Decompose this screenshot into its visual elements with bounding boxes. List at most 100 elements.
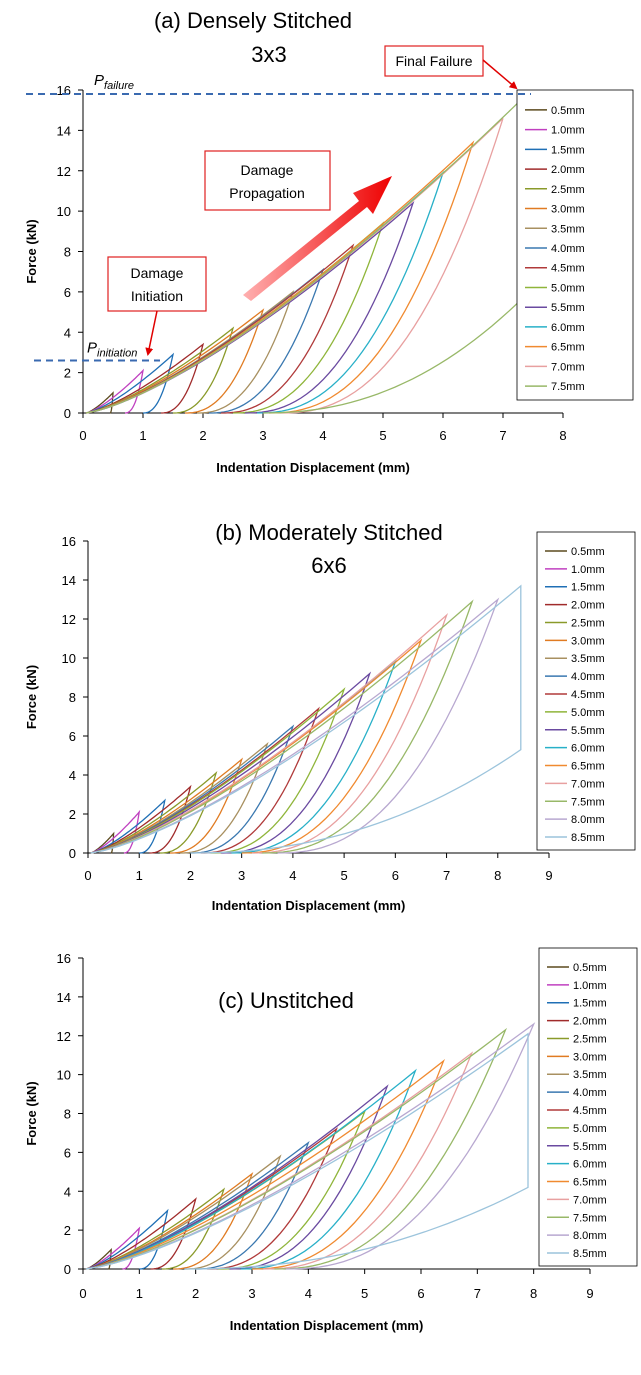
legend-label: 8.5mm bbox=[571, 832, 605, 844]
y-tick-label: 16 bbox=[62, 534, 76, 549]
series-line-6.5mm bbox=[85, 1059, 445, 1270]
legend-label: 6.0mm bbox=[571, 743, 605, 755]
legend-label: 1.0mm bbox=[571, 564, 605, 576]
p-initiation-label: Pinitiation bbox=[87, 340, 137, 360]
x-tick-label: 7 bbox=[443, 868, 450, 883]
legend-label: 5.0mm bbox=[571, 707, 605, 719]
x-tick-label: 4 bbox=[289, 868, 296, 883]
damage-initiation-label-1: Damage bbox=[131, 265, 184, 281]
x-tick-label: 5 bbox=[340, 868, 347, 883]
series-line-1.0mm bbox=[85, 1226, 141, 1270]
x-tick-label: 1 bbox=[136, 868, 143, 883]
legend-label: 8.5mm bbox=[573, 1248, 607, 1260]
x-tick-label: 6 bbox=[439, 428, 446, 443]
legend-label: 0.5mm bbox=[551, 105, 585, 117]
x-tick-label: 7 bbox=[474, 1286, 481, 1301]
chart-title: (a) Densely Stitched bbox=[154, 8, 352, 33]
series-line-1.5mm bbox=[85, 352, 175, 414]
y-tick-label: 4 bbox=[69, 768, 76, 783]
annotations: Pfailure Pinitiation Final Failure Damage Pr… bbox=[26, 45, 531, 362]
series-line-2.5mm bbox=[90, 771, 218, 854]
damage-initiation-arrow bbox=[145, 310, 158, 356]
x-tick-label: 1 bbox=[136, 1286, 143, 1301]
legend: 0.5mm 1.0mm 1.5mm 2.0mm 2.5mm 3.0mm 3.5mm 4.0mm… bbox=[536, 531, 636, 851]
legend-label: 5.5mm bbox=[573, 1141, 607, 1153]
x-tick-label: 6 bbox=[392, 868, 399, 883]
series-line-5.5mm bbox=[85, 1084, 389, 1270]
damage-propagation-arrow bbox=[243, 176, 392, 301]
y-tick-label: 14 bbox=[62, 573, 76, 588]
x-tick-label: 9 bbox=[545, 868, 552, 883]
legend-label: 8.0mm bbox=[573, 1230, 607, 1242]
x-tick-label: 8 bbox=[530, 1286, 537, 1301]
y-tick-label: 0 bbox=[64, 1262, 71, 1277]
series-line-5.0mm bbox=[90, 687, 346, 854]
legend-label: 8.0mm bbox=[571, 814, 605, 826]
legend-label: 1.5mm bbox=[551, 144, 585, 156]
series-line-2.5mm bbox=[85, 1187, 226, 1270]
legend-label: 7.0mm bbox=[551, 361, 585, 373]
final-failure-box bbox=[384, 45, 484, 77]
x-tick-label: 2 bbox=[199, 428, 206, 443]
y-tick-label: 2 bbox=[64, 366, 71, 381]
y-tick-label: 4 bbox=[64, 325, 71, 340]
chart-panel-1: (b) Moderately Stitched6x602468101214160… bbox=[24, 520, 636, 913]
series-line-2.5mm bbox=[85, 326, 235, 414]
series-line-4.0mm bbox=[90, 724, 295, 854]
series-line-0.5mm bbox=[85, 1248, 112, 1270]
series-line-7.0mm bbox=[90, 612, 449, 854]
damage-propagation-label-2: Propagation bbox=[229, 185, 305, 201]
y-axis-title: Force (kN) bbox=[24, 665, 39, 729]
legend-box bbox=[516, 89, 634, 401]
series-line-1.5mm bbox=[90, 798, 166, 854]
series-line-1.0mm bbox=[90, 809, 141, 854]
x-tick-label: 3 bbox=[238, 868, 245, 883]
legend-label: 3.5mm bbox=[571, 653, 605, 665]
x-tick-label: 0 bbox=[84, 868, 91, 883]
x-tick-label: 0 bbox=[79, 428, 86, 443]
legend-label: 3.0mm bbox=[551, 204, 585, 216]
damage-propagation-box bbox=[204, 150, 331, 211]
legend-label: 7.0mm bbox=[571, 778, 605, 790]
chart-subtitle: 3x3 bbox=[251, 42, 286, 67]
y-tick-label: 6 bbox=[64, 285, 71, 300]
legend-box bbox=[536, 531, 636, 851]
y-tick-label: 6 bbox=[69, 729, 76, 744]
series-line-5.0mm bbox=[85, 221, 385, 414]
y-tick-label: 12 bbox=[57, 1029, 71, 1044]
y-axis-title: Force (kN) bbox=[24, 1081, 39, 1145]
legend-label: 1.0mm bbox=[551, 125, 585, 137]
y-tick-label: 4 bbox=[64, 1184, 71, 1199]
x-tick-label: 2 bbox=[192, 1286, 199, 1301]
series-line-1.5mm bbox=[85, 1208, 169, 1270]
y-tick-label: 0 bbox=[64, 406, 71, 421]
y-tick-label: 14 bbox=[57, 990, 71, 1005]
damage-propagation-label-1: Damage bbox=[241, 162, 294, 178]
legend-label: 4.5mm bbox=[573, 1105, 607, 1117]
y-tick-label: 14 bbox=[57, 123, 71, 138]
y-tick-label: 12 bbox=[57, 164, 71, 179]
damage-initiation-label-2: Initiation bbox=[131, 288, 183, 304]
legend-label: 4.0mm bbox=[571, 671, 605, 683]
series-line-2.0mm bbox=[85, 1197, 197, 1270]
y-tick-label: 8 bbox=[64, 245, 71, 260]
legend-box bbox=[538, 947, 638, 1267]
y-tick-label: 16 bbox=[57, 83, 71, 98]
x-axis-title: Indentation Displacement (mm) bbox=[212, 898, 406, 913]
series-line-3.0mm bbox=[85, 1171, 254, 1270]
series-line-7.5mm bbox=[85, 1027, 508, 1270]
y-tick-label: 2 bbox=[69, 807, 76, 822]
x-tick-label: 9 bbox=[586, 1286, 593, 1301]
y-tick-label: 12 bbox=[62, 612, 76, 627]
chart-title: (c) Unstitched bbox=[218, 988, 354, 1013]
series-line-3.5mm bbox=[90, 741, 269, 854]
series-line-8.0mm bbox=[90, 597, 500, 854]
legend-label: 3.5mm bbox=[573, 1069, 607, 1081]
legend-label: 2.5mm bbox=[573, 1033, 607, 1045]
legend-label: 7.0mm bbox=[573, 1194, 607, 1206]
legend-label: 7.5mm bbox=[551, 381, 585, 393]
y-tick-label: 0 bbox=[69, 846, 76, 861]
y-axis-title: Force (kN) bbox=[24, 219, 39, 283]
